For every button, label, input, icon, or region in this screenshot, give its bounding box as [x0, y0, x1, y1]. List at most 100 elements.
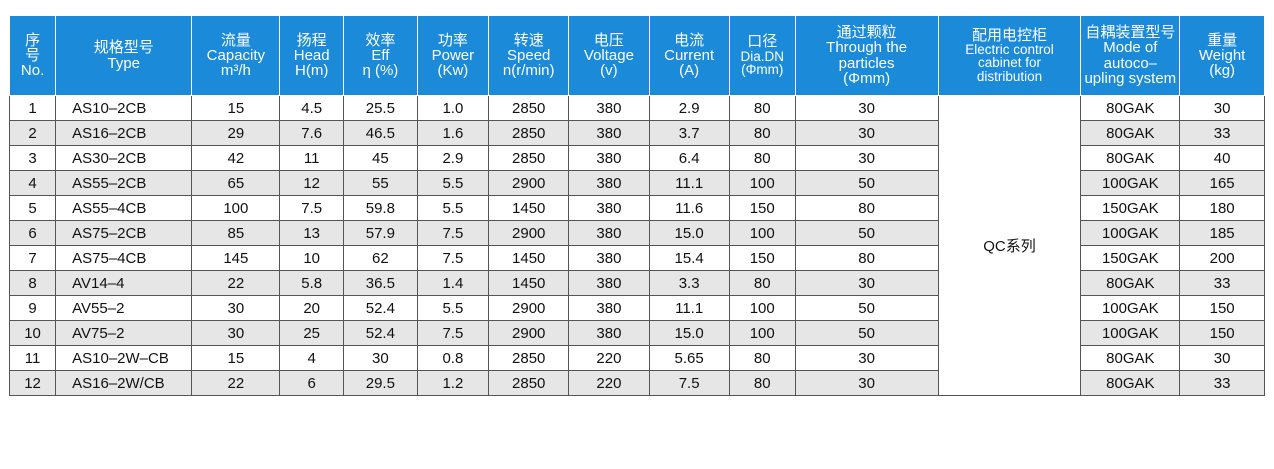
cell-type: AS16–2W/CB	[55, 370, 193, 396]
cell-dia: 80	[728, 270, 796, 296]
cell-voltage: 380	[568, 270, 650, 296]
cell-head: 7.6	[279, 120, 345, 146]
cell-voltage: 380	[568, 245, 650, 271]
cell-no: 7	[8, 245, 57, 271]
cell-voltage: 380	[568, 195, 650, 221]
cell-dia: 80	[728, 95, 796, 121]
table-row: 7 AS75–4CB 145 10 62 7.5 1450 380 15.4 150 80 150GA…	[8, 245, 1265, 271]
cell-coupling: 80GAK	[1080, 370, 1181, 396]
cell-dia: 80	[728, 145, 796, 171]
cell-particles: 30	[794, 270, 939, 296]
cell-type: AV75–2	[55, 320, 193, 346]
header-no: 序号 No.	[8, 15, 57, 96]
cell-no: 5	[8, 195, 57, 221]
cell-head: 6	[279, 370, 345, 396]
cell-speed: 2900	[488, 320, 570, 346]
cell-type: AS10–2CB	[55, 95, 193, 121]
cell-no: 3	[8, 145, 57, 171]
cell-eff: 29.5	[343, 370, 418, 396]
cell-particles: 50	[794, 170, 939, 196]
pump-spec-table: 序号 No. 规格型号 Type 流量 Capacity m³/h 扬程 Head H(m)…	[8, 15, 1265, 396]
cell-voltage: 380	[568, 320, 650, 346]
cell-eff: 52.4	[343, 295, 418, 321]
cell-dia: 80	[728, 370, 796, 396]
cell-power: 7.5	[416, 245, 490, 271]
cell-particles: 30	[794, 345, 939, 371]
cell-capacity: 65	[191, 170, 281, 196]
cell-capacity: 100	[191, 195, 281, 221]
table-row: 3 AS30–2CB 42 11 45 2.9 2850 380 6.4 80 30 80GAK 40	[8, 145, 1265, 171]
table-row: 12 AS16–2W/CB 22 6 29.5 1.2 2850 220 7.5 80 30 80GA…	[8, 370, 1265, 396]
cell-particles: 30	[794, 120, 939, 146]
cell-dia: 100	[728, 170, 796, 196]
cell-coupling: 100GAK	[1080, 320, 1181, 346]
cell-power: 1.0	[416, 95, 490, 121]
cell-current: 7.5	[648, 370, 730, 396]
cell-speed: 2900	[488, 170, 570, 196]
cell-no: 10	[8, 320, 57, 346]
cell-weight: 33	[1179, 370, 1265, 396]
cell-voltage: 380	[568, 145, 650, 171]
cell-weight: 165	[1179, 170, 1265, 196]
cell-particles: 50	[794, 295, 939, 321]
cell-eff: 46.5	[343, 120, 418, 146]
cell-head: 4	[279, 345, 345, 371]
cell-head: 10	[279, 245, 345, 271]
cell-no: 2	[8, 120, 57, 146]
cell-type: AS10–2W–CB	[55, 345, 193, 371]
cell-coupling: 80GAK	[1080, 270, 1181, 296]
cell-weight: 33	[1179, 120, 1265, 146]
cell-particles: 50	[794, 320, 939, 346]
cell-no: 12	[8, 370, 57, 396]
cell-head: 11	[279, 145, 345, 171]
cell-power: 7.5	[416, 320, 490, 346]
cell-speed: 2900	[488, 220, 570, 246]
cell-coupling: 80GAK	[1080, 120, 1181, 146]
cell-type: AS75–2CB	[55, 220, 193, 246]
cell-dia: 150	[728, 195, 796, 221]
cell-particles: 50	[794, 220, 939, 246]
cell-coupling: 100GAK	[1080, 220, 1181, 246]
cell-power: 1.2	[416, 370, 490, 396]
cell-capacity: 29	[191, 120, 281, 146]
cell-head: 20	[279, 295, 345, 321]
cell-voltage: 380	[568, 95, 650, 121]
header-speed: 转速 Speed n(r/min)	[488, 15, 570, 96]
cell-speed: 1450	[488, 195, 570, 221]
cell-eff: 62	[343, 245, 418, 271]
cell-head: 4.5	[279, 95, 345, 121]
cell-power: 5.5	[416, 170, 490, 196]
cell-current: 15.0	[648, 220, 730, 246]
cell-dia: 100	[728, 320, 796, 346]
cell-type: AV55–2	[55, 295, 193, 321]
table-row: 5 AS55–4CB 100 7.5 59.8 5.5 1450 380 11.6 150 80 15…	[8, 195, 1265, 221]
cell-capacity: 30	[191, 295, 281, 321]
header-capacity: 流量 Capacity m³/h	[191, 15, 281, 96]
cell-power: 5.5	[416, 195, 490, 221]
cell-eff: 25.5	[343, 95, 418, 121]
cell-capacity: 15	[191, 95, 281, 121]
cell-current: 3.7	[648, 120, 730, 146]
cell-power: 0.8	[416, 345, 490, 371]
cell-type: AS55–2CB	[55, 170, 193, 196]
table-row: 11 AS10–2W–CB 15 4 30 0.8 2850 220 5.65 80 30 80GAK…	[8, 345, 1265, 371]
header-current: 电流 Current (A)	[648, 15, 730, 96]
cell-speed: 2850	[488, 145, 570, 171]
cell-no: 9	[8, 295, 57, 321]
cell-voltage: 220	[568, 370, 650, 396]
table-row: 4 AS55–2CB 65 12 55 5.5 2900 380 11.1 100 50 100GAK…	[8, 170, 1265, 196]
table-row: 1 AS10–2CB 15 4.5 25.5 1.0 2850 380 2.9 80 30 QC系列 8…	[8, 95, 1265, 396]
cell-power: 1.4	[416, 270, 490, 296]
cell-voltage: 220	[568, 345, 650, 371]
cell-dia: 100	[728, 220, 796, 246]
cell-current: 3.3	[648, 270, 730, 296]
header-row: 序号 No. 规格型号 Type 流量 Capacity m³/h 扬程 Head H(m)…	[8, 15, 1265, 96]
cell-weight: 200	[1179, 245, 1265, 271]
cell-eff: 45	[343, 145, 418, 171]
header-power: 功率 Power (Kw)	[416, 15, 490, 96]
cell-head: 5.8	[279, 270, 345, 296]
cell-capacity: 42	[191, 145, 281, 171]
header-particles: 通过颗粒 Through the particles (Φmm)	[794, 15, 939, 96]
cell-no: 6	[8, 220, 57, 246]
cell-power: 7.5	[416, 220, 490, 246]
